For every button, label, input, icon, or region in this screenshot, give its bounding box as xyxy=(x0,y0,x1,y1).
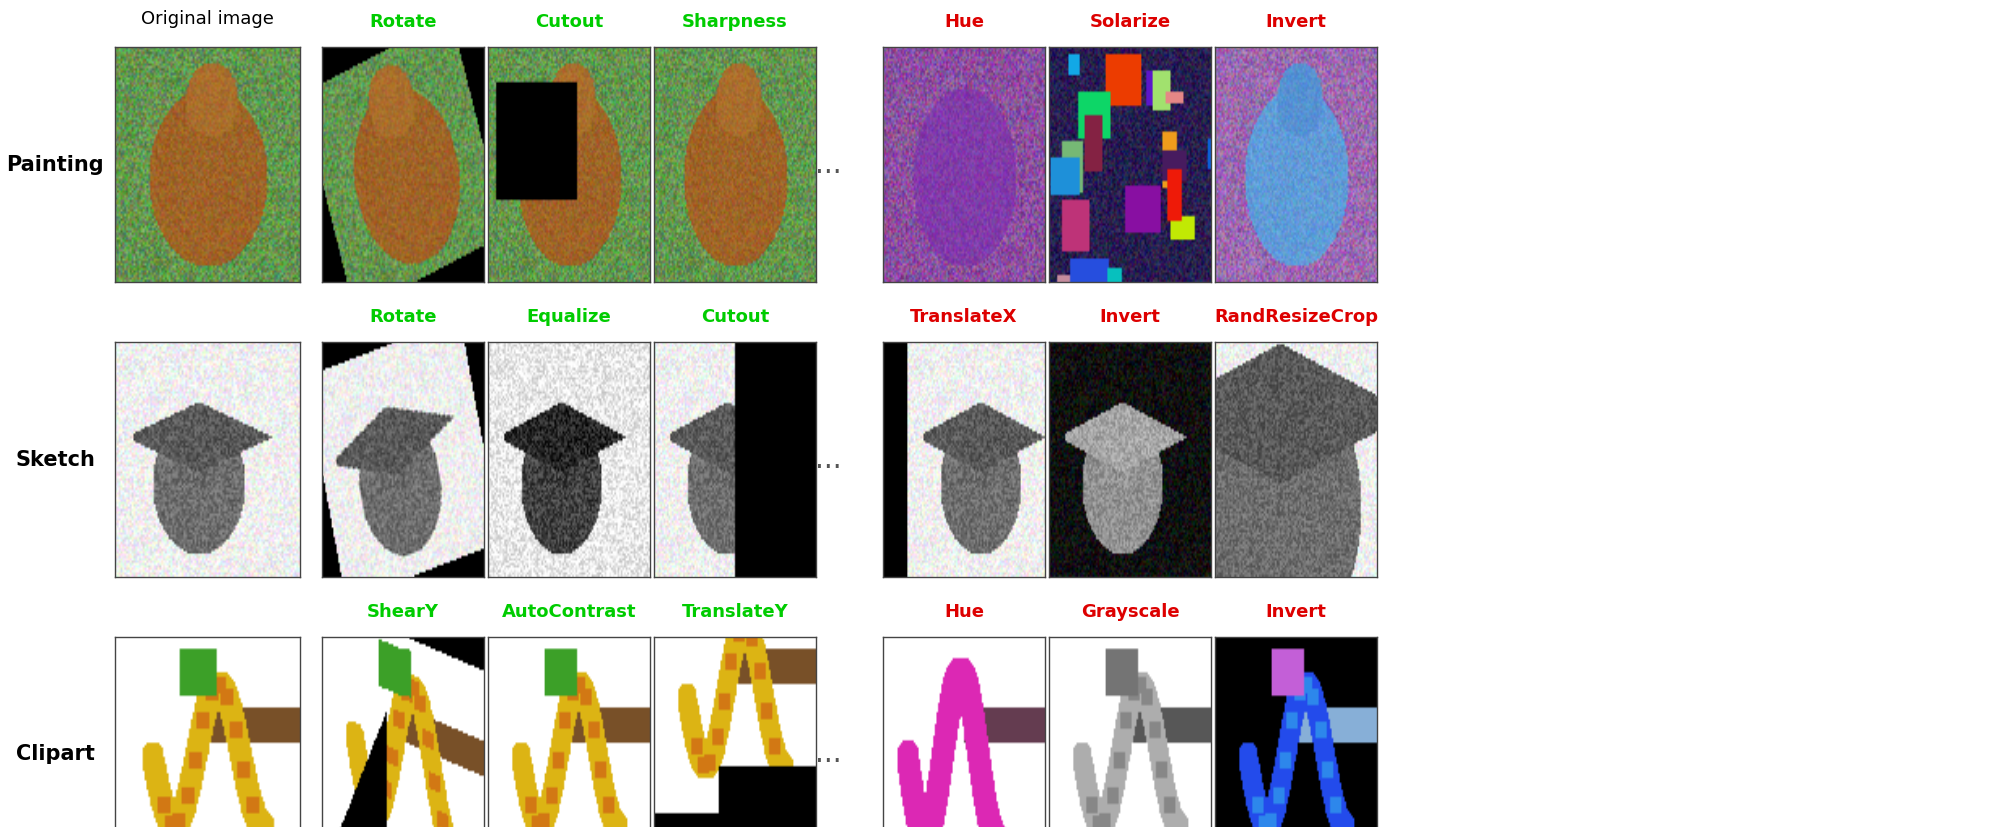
Text: Equalize: Equalize xyxy=(526,308,612,326)
Text: Sketch: Sketch xyxy=(16,450,94,470)
Text: Grayscale: Grayscale xyxy=(1080,603,1180,621)
Text: Original image: Original image xyxy=(142,10,274,28)
Text: Hue: Hue xyxy=(944,13,984,31)
Text: AutoContrast: AutoContrast xyxy=(502,603,636,621)
Text: TranslateY: TranslateY xyxy=(682,603,788,621)
Text: RandResizeCrop: RandResizeCrop xyxy=(1214,308,1378,326)
Text: Rotate: Rotate xyxy=(370,308,436,326)
Text: Painting: Painting xyxy=(6,155,104,174)
Text: Cutout: Cutout xyxy=(700,308,770,326)
Text: Invert: Invert xyxy=(1100,308,1160,326)
Text: Invert: Invert xyxy=(1266,13,1326,31)
Text: Hue: Hue xyxy=(944,603,984,621)
Text: Invert: Invert xyxy=(1266,603,1326,621)
Text: ...: ... xyxy=(814,740,842,768)
Text: Clipart: Clipart xyxy=(16,744,94,764)
Text: Cutout: Cutout xyxy=(534,13,604,31)
Text: Sharpness: Sharpness xyxy=(682,13,788,31)
Text: TranslateX: TranslateX xyxy=(910,308,1018,326)
Text: ...: ... xyxy=(814,446,842,474)
Text: Solarize: Solarize xyxy=(1090,13,1170,31)
Text: ...: ... xyxy=(814,151,842,179)
Text: Rotate: Rotate xyxy=(370,13,436,31)
Text: ShearY: ShearY xyxy=(368,603,440,621)
